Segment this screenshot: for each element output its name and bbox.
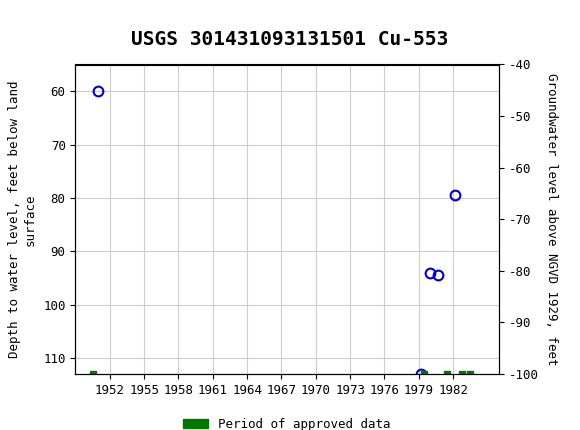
Text: USGS 301431093131501 Cu-553: USGS 301431093131501 Cu-553 [132, 31, 448, 49]
Y-axis label: Depth to water level, feet below land
surface: Depth to water level, feet below land su… [8, 80, 36, 358]
Text: ▃USGS: ▃USGS [6, 14, 60, 31]
Y-axis label: Groundwater level above NGVD 1929, feet: Groundwater level above NGVD 1929, feet [545, 73, 559, 366]
Legend: Period of approved data: Period of approved data [179, 413, 396, 430]
